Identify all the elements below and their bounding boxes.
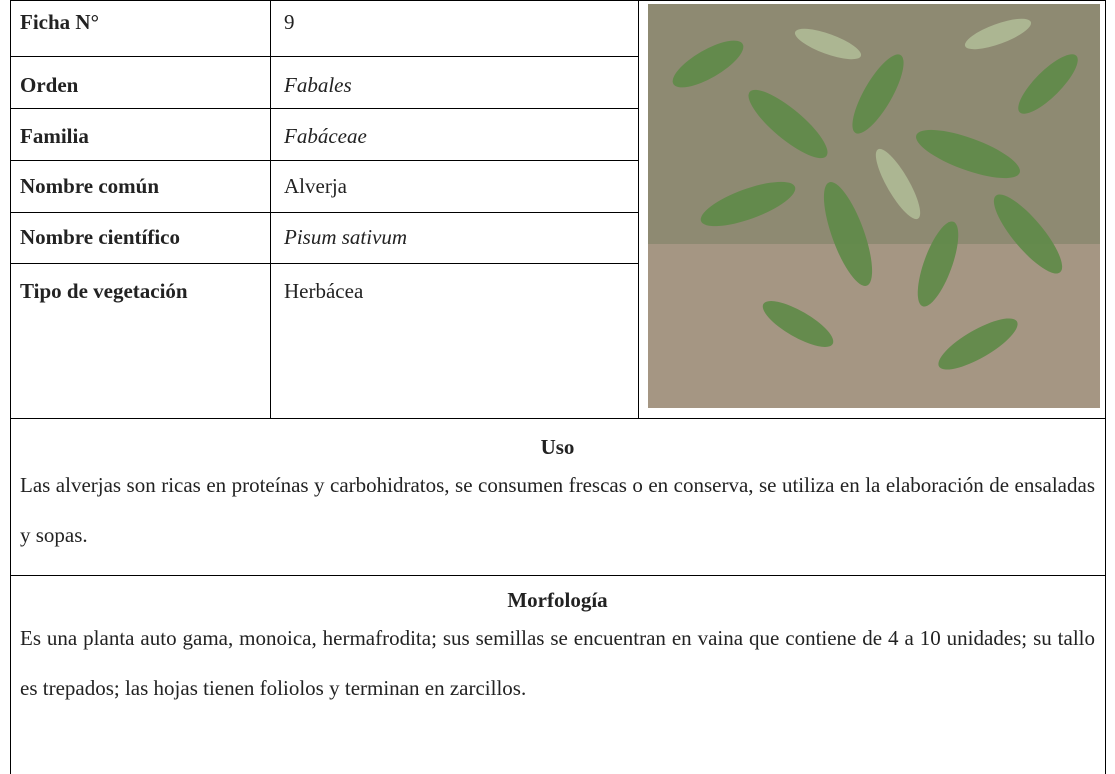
label: Familia: [20, 124, 89, 148]
value: Fabáceae: [284, 124, 367, 148]
plant-photo: [648, 4, 1100, 408]
border: [10, 418, 1106, 419]
value: Herbácea: [284, 279, 364, 303]
label: Nombre científico: [20, 225, 180, 249]
border: [10, 575, 1106, 576]
border: [1105, 0, 1106, 774]
paragraph: Las alverjas son ricas en proteínas y ca…: [20, 473, 1095, 547]
border: [270, 0, 271, 418]
label: Orden: [20, 73, 79, 97]
border: [10, 108, 638, 109]
border: [638, 0, 639, 418]
value: Pisum sativum: [284, 225, 408, 249]
section-heading: Uso: [540, 435, 575, 459]
value: Fabales: [284, 73, 352, 97]
paragraph: Es una planta auto gama, monoica, hermaf…: [20, 626, 1095, 700]
border: [10, 160, 638, 161]
border: [10, 263, 638, 264]
border: [10, 0, 11, 774]
label: Ficha N°: [20, 10, 99, 34]
label: Tipo de vegetación: [20, 279, 188, 303]
border: [10, 0, 1106, 1]
section-heading: Morfología: [507, 588, 608, 612]
border: [10, 212, 638, 213]
label: Nombre común: [20, 174, 160, 198]
value: Alverja: [284, 174, 347, 198]
border: [10, 56, 638, 57]
value: 9: [284, 10, 295, 34]
